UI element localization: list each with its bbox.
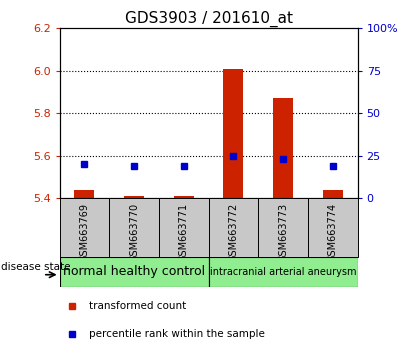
Text: disease state: disease state: [1, 262, 71, 272]
Title: GDS3903 / 201610_at: GDS3903 / 201610_at: [125, 11, 293, 27]
Bar: [208, 198, 258, 257]
Text: normal healthy control: normal healthy control: [63, 265, 205, 278]
Text: GSM663770: GSM663770: [129, 203, 139, 262]
Bar: [60, 257, 209, 287]
Text: percentile rank within the sample: percentile rank within the sample: [90, 330, 265, 339]
Bar: [60, 198, 109, 257]
Bar: [273, 98, 293, 198]
Bar: [323, 190, 343, 198]
Text: GSM663771: GSM663771: [179, 203, 189, 262]
Bar: [159, 198, 208, 257]
Text: GSM663769: GSM663769: [79, 203, 90, 262]
Bar: [308, 198, 358, 257]
Bar: [124, 196, 144, 198]
Bar: [224, 69, 243, 198]
Text: GSM663773: GSM663773: [278, 203, 288, 262]
Text: transformed count: transformed count: [90, 301, 187, 311]
Text: intracranial arterial aneurysm: intracranial arterial aneurysm: [210, 267, 356, 277]
Bar: [258, 198, 308, 257]
Bar: [208, 257, 358, 287]
Text: GSM663772: GSM663772: [229, 203, 238, 262]
Bar: [74, 190, 95, 198]
Bar: [174, 196, 194, 198]
Text: GSM663774: GSM663774: [328, 203, 338, 262]
Bar: [109, 198, 159, 257]
